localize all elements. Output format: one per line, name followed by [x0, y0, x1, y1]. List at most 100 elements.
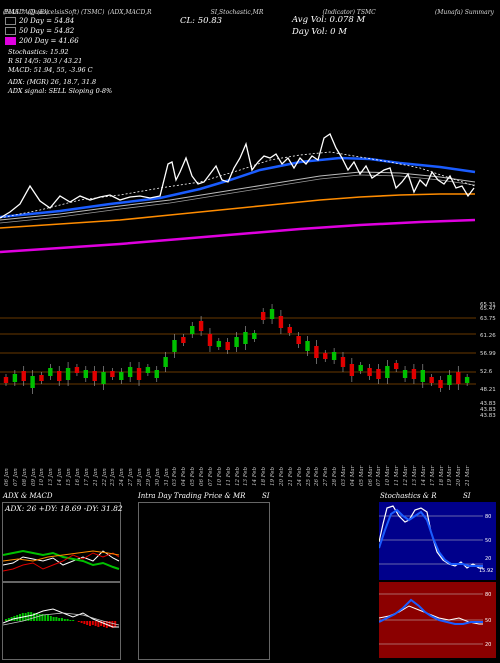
date-label: 10 Jan [39, 468, 46, 486]
price-axis-label: 65.47 [480, 306, 496, 312]
ema-50-line-b [0, 174, 476, 224]
candle-body [3, 377, 9, 383]
adx-line: ADX: (MGR) 26, 18.7, 31.8 [8, 78, 97, 86]
macd-bar [63, 619, 66, 621]
candle-body [464, 377, 470, 383]
date-label: 17 Jan [83, 468, 90, 486]
macd-bar [7, 618, 10, 621]
candle-body [48, 368, 53, 376]
candle-body [385, 366, 390, 378]
date-label: 05 Mar [358, 465, 365, 486]
date-label: 12 Mar [403, 465, 410, 486]
date-label: 30 Jan [154, 468, 161, 486]
candle-body [127, 367, 133, 377]
rsi-panel: 80 50 20 [378, 582, 496, 658]
rsi-tick: 50 [485, 618, 491, 624]
price-axis-label: 52.6 [480, 369, 493, 375]
macd-bar [83, 621, 86, 624]
date-label: 08 Jan [21, 468, 28, 486]
date-label: 18 Feb [261, 466, 268, 486]
candle-body [456, 372, 461, 384]
date-label: 14 Mar [420, 465, 427, 486]
macd-bar [66, 619, 69, 621]
candle-body [305, 341, 310, 351]
price-axis-label: 48.21 [480, 387, 496, 393]
candle-body [296, 336, 301, 344]
stoch-k-line [378, 505, 483, 569]
candle-body [181, 337, 186, 343]
header-item: (Indicator) TSMC [322, 9, 376, 16]
macd-bar [10, 617, 13, 621]
candle-body [101, 372, 106, 384]
price-axis-label: 65.31 [480, 302, 496, 308]
candle-body [12, 374, 18, 382]
date-label: 21 Jan [92, 468, 99, 486]
adx-panel-title: ADX & MACD [3, 492, 53, 500]
macd-chart [2, 608, 120, 628]
stochastics-chart: 80 50 20 15.92 [378, 505, 493, 574]
adx-panel: ADX: 26 +DY: 18.69 -DY: 31.82 [2, 502, 123, 582]
macd-bar [100, 621, 103, 626]
rsi-tick: 20 [485, 642, 491, 648]
macd-bar [30, 612, 33, 621]
candle-body [207, 334, 213, 346]
candle-body [411, 369, 417, 379]
macd-bar [24, 613, 27, 621]
macd-bar [103, 621, 105, 627]
date-label: 06 Jan [4, 468, 10, 486]
stochastics-si-label: SI [463, 492, 471, 500]
rsi-line-blue [378, 598, 483, 625]
intraday-si-label: SI [262, 492, 270, 500]
stochastics-value: Stochastics: 15.92 [8, 48, 69, 56]
macd-bar [33, 613, 35, 621]
adx-lines [3, 549, 120, 572]
candle-body [323, 353, 328, 359]
date-label: 09 Jan [30, 468, 37, 486]
legend-ema-200: 200 Day = 41.66 [5, 37, 79, 45]
price-axis-label: 61.26 [480, 333, 496, 339]
candle-body [260, 312, 266, 320]
candle-body [402, 370, 408, 378]
date-label: 16 Jan [74, 468, 81, 486]
date-label: 24 Jan [119, 468, 126, 486]
rsi-chart: 80 50 20 [378, 592, 491, 648]
candle-body [269, 309, 275, 319]
ema-200-line [0, 218, 476, 254]
legend-swatch-icon [5, 27, 16, 35]
macd-bar [111, 621, 114, 628]
header-item: (Munafa) Summary [434, 9, 494, 16]
date-label: 19 Feb [270, 466, 277, 486]
date-label: 18 Mar [438, 465, 445, 486]
date-label: 24 Feb [296, 466, 303, 486]
price-axis-label: 56.99 [480, 351, 496, 357]
date-label: 04 Feb [181, 466, 188, 486]
intraday-panel [138, 502, 270, 660]
header-item: (ADX,MACD,R [107, 9, 152, 16]
candle-body [349, 364, 355, 376]
plus-di-line [3, 549, 120, 570]
adx-line-orange [3, 550, 120, 562]
date-label: 29 Jan [145, 468, 152, 486]
macd-bar [80, 621, 83, 623]
candles [3, 304, 470, 394]
stochastics-panel: 80 50 20 15.92 [378, 502, 496, 580]
date-label: 21 Feb [287, 466, 294, 486]
candle-body [340, 357, 346, 367]
macd-bar [49, 616, 52, 621]
candle-body [438, 380, 443, 388]
stoch-tick: 20 [485, 556, 491, 562]
intraday-panel-title: Intra Day Trading Price & MR [138, 492, 246, 500]
price-axis-label: 63.75 [480, 316, 496, 322]
macd-bar [86, 621, 89, 625]
candle-body [21, 371, 26, 381]
adx-signal: ADX signal: SELL Sloping 0-8% [8, 87, 113, 95]
avg-volume: Avg Vol: 0.078 M [292, 15, 366, 25]
candle-body [92, 371, 97, 381]
candle-body [278, 316, 284, 328]
header-items: EMA ^ (Quad) (ADX,MACD,R SI,Stochastic,M… [4, 9, 494, 16]
macd-bar [97, 621, 100, 627]
minus-di-line [3, 552, 120, 572]
date-label: 05 Feb [190, 466, 197, 486]
candle-body [420, 370, 425, 382]
candlestick-chart: 65.31 65.47 63.75 61.26 56.99 52.6 48.21… [0, 302, 496, 419]
